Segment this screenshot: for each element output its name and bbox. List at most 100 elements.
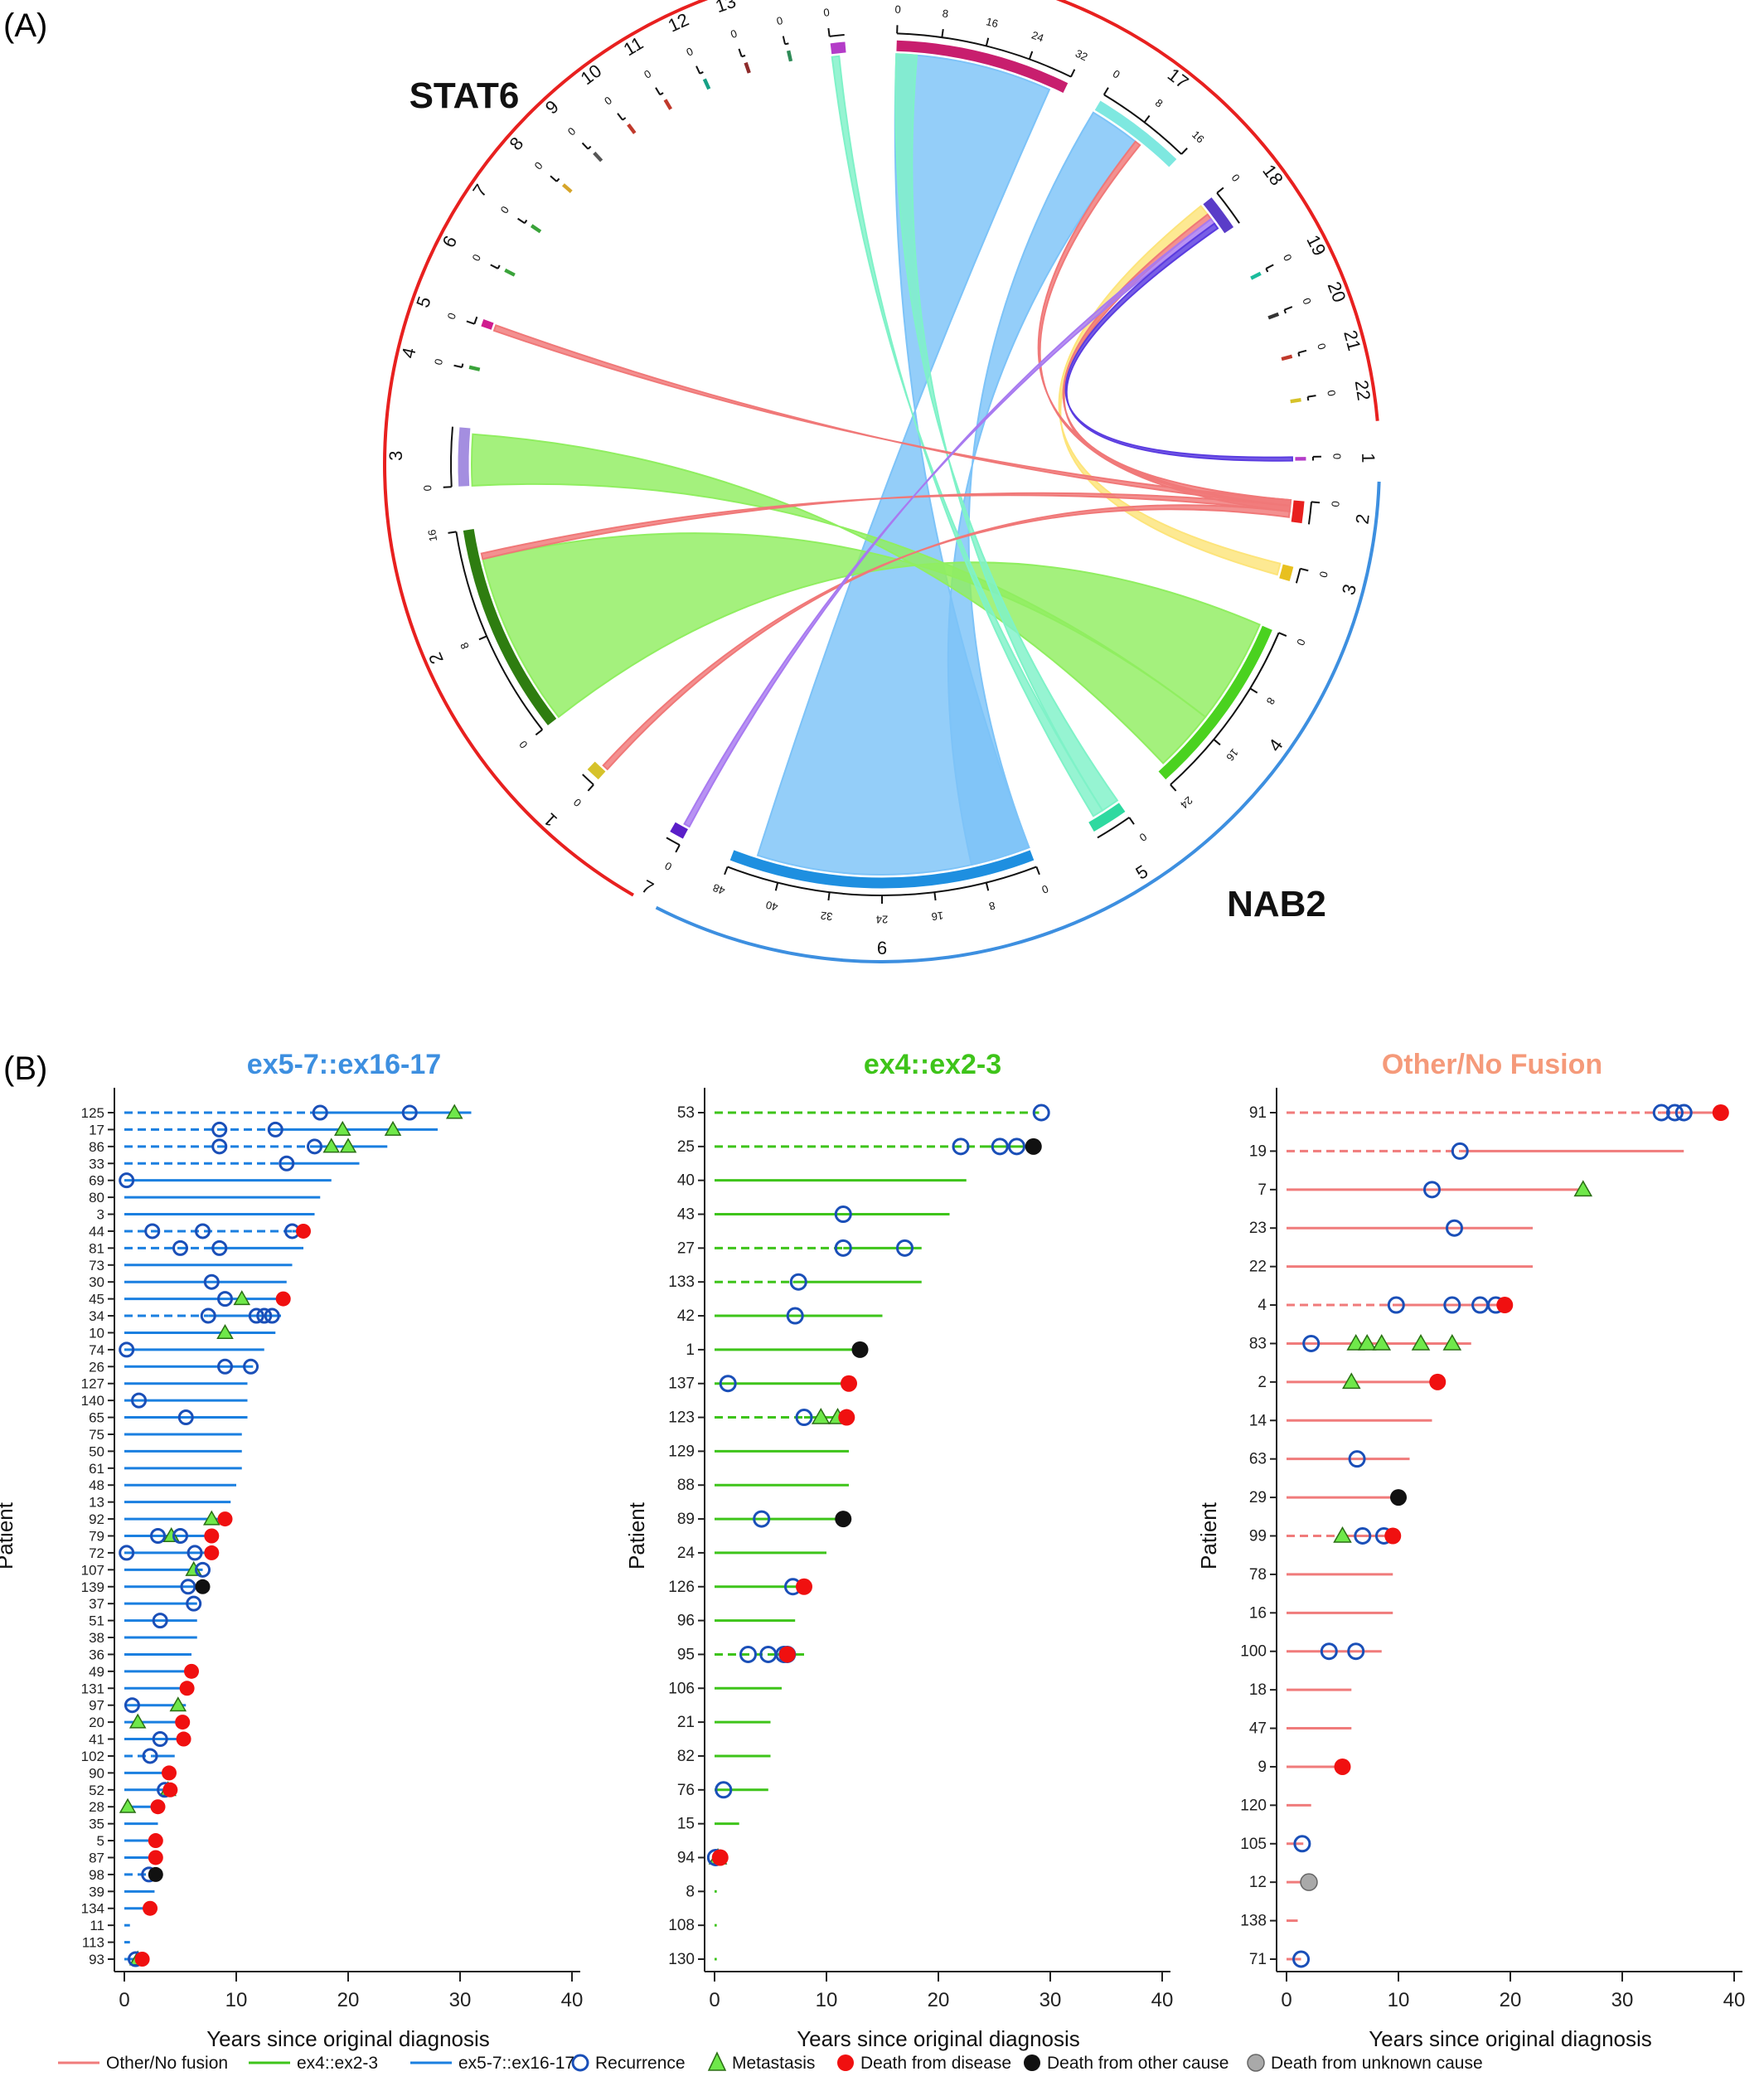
- stat6 ex-exon-10-axis: [622, 117, 627, 121]
- stat6 ex-exon-11-sector: [663, 99, 672, 110]
- recurrence-marker: [896, 1239, 914, 1257]
- recurrence-marker: [152, 1731, 168, 1748]
- tick-label: 24: [876, 914, 888, 926]
- patient-row: 16: [1249, 1604, 1393, 1622]
- death-other-marker: [835, 1511, 852, 1528]
- patient-row: 80: [89, 1190, 321, 1206]
- nab2-group-arc: [655, 481, 1381, 963]
- metastasis-marker: [169, 1696, 187, 1712]
- patient-row: 81: [89, 1239, 303, 1256]
- patient-id-label: 21: [677, 1714, 695, 1731]
- legend-label: ex5-7::ex16-17: [458, 2054, 574, 2073]
- death-disease-marker: [1384, 1527, 1402, 1545]
- nab2 ex-exon-3-sector: [1279, 564, 1294, 581]
- patient-row: 130: [668, 1951, 717, 1968]
- ribbon-stat6-ex17-to-nab2-ex2: [1037, 140, 1292, 513]
- death-disease-marker: [176, 1731, 191, 1747]
- patient-row: 4: [1258, 1296, 1514, 1314]
- patient-row: 21: [677, 1714, 771, 1731]
- patient-row: 120: [1240, 1797, 1311, 1814]
- stat6 ex-exon-10-sector: [627, 123, 637, 134]
- patient-row: 7: [1258, 1180, 1593, 1199]
- patient-id-label: 82: [677, 1748, 695, 1765]
- patient-id-label: 36: [89, 1647, 104, 1662]
- tick-label: 0: [602, 94, 614, 107]
- patient-id-label: 4: [1258, 1297, 1267, 1314]
- patient-row: 1: [686, 1341, 869, 1359]
- x-axis-label: Years since original diagnosis: [1369, 2026, 1652, 2051]
- patient-row: 19: [1249, 1142, 1684, 1160]
- recurrence-marker: [217, 1358, 233, 1375]
- patient-row: 18: [1249, 1681, 1352, 1699]
- patient-row: 35: [89, 1817, 158, 1832]
- patient-row: 51: [89, 1613, 197, 1629]
- patient-row: 83: [1249, 1333, 1471, 1352]
- tick-label: 0: [1281, 252, 1295, 263]
- death-disease-marker: [204, 1528, 220, 1544]
- recurrence-marker: [1443, 1296, 1461, 1314]
- patient-row: 73: [89, 1258, 293, 1273]
- x-tick-label: 30: [449, 1989, 472, 2011]
- stat6 ex-exon-20-axis: [1283, 309, 1287, 314]
- patient-row: 86: [89, 1138, 388, 1155]
- patient-row: 107: [81, 1560, 211, 1578]
- patient-row: 43: [677, 1206, 950, 1224]
- stat6 ex-exon-label: 17: [1164, 64, 1193, 93]
- tick-label: 0: [663, 859, 674, 873]
- patient-row: 63: [1249, 1450, 1410, 1468]
- patient-id-label: 22: [1249, 1259, 1267, 1276]
- patient-row: 88: [677, 1477, 849, 1494]
- patient-id-label: 88: [677, 1477, 695, 1494]
- patient-id-label: 11: [90, 1918, 104, 1933]
- recurrence-marker: [1292, 1950, 1311, 1968]
- patient-id-label: 93: [89, 1952, 104, 1967]
- patient-id-label: 100: [1240, 1643, 1267, 1661]
- patient-row: 129: [668, 1443, 849, 1460]
- tick-label: 0: [823, 6, 831, 19]
- stat6 ex-exon-11-axis: [659, 92, 664, 96]
- legend: Other/No fusion ex4::ex2-3 ex5-7::ex16-17 R…: [58, 2051, 1483, 2073]
- metastasis-marker: [811, 1408, 831, 1424]
- recurrence-marker: [1320, 1642, 1338, 1661]
- patient-id-label: 130: [668, 1951, 695, 1968]
- patient-row: 36: [89, 1647, 191, 1662]
- death-disease-marker: [148, 1850, 163, 1865]
- patient-id-label: 44: [89, 1224, 104, 1239]
- swimmer-chart-3: Other/No Fusion 0 10 20 30 40 Years since orig…: [1196, 1049, 1745, 2051]
- death-disease-marker: [184, 1663, 199, 1679]
- panel-label-a: (A): [3, 7, 47, 44]
- legend-item-other_line: Other/No fusion: [58, 2054, 228, 2073]
- stat6 ex-exon-label: 1: [540, 809, 561, 832]
- patient-id-label: 106: [668, 1680, 695, 1697]
- tick-label: 0: [516, 739, 530, 751]
- patient-id-label: 41: [89, 1732, 104, 1748]
- recurrence-marker: [256, 1307, 273, 1324]
- x-tick-label: 40: [561, 1989, 584, 2011]
- recurrence-marker: [1347, 1642, 1365, 1661]
- patient-row: 87: [89, 1850, 163, 1865]
- patient-id-label: 78: [1249, 1566, 1267, 1584]
- tick-mark: [724, 866, 729, 876]
- nab2 ex-exon-7-axis: [666, 837, 681, 847]
- nab2 ex-exon-label: 7: [638, 876, 657, 899]
- patient-row: 15: [677, 1816, 739, 1833]
- patient-row: 34: [89, 1307, 281, 1324]
- recurrence-marker: [200, 1307, 216, 1324]
- metastasis-marker: [1346, 1333, 1365, 1351]
- patient-id-label: 40: [677, 1172, 695, 1190]
- stat6 ex-exon-1-sector: [587, 761, 606, 780]
- tick-mark: [1298, 349, 1307, 354]
- patient-id-label: 17: [89, 1122, 104, 1138]
- tick-mark: [453, 364, 463, 368]
- metastasis-marker: [233, 1290, 251, 1306]
- patient-id-label: 90: [89, 1765, 104, 1781]
- patient-id-label: 80: [89, 1190, 104, 1206]
- recurrence-marker: [177, 1409, 194, 1426]
- legend-label: ex4::ex2-3: [297, 2054, 378, 2073]
- patient-id-label: 28: [89, 1799, 104, 1815]
- patient-row: 93: [89, 1950, 150, 1967]
- recurrence-marker: [1348, 1450, 1366, 1468]
- metastasis-marker: [1573, 1180, 1593, 1197]
